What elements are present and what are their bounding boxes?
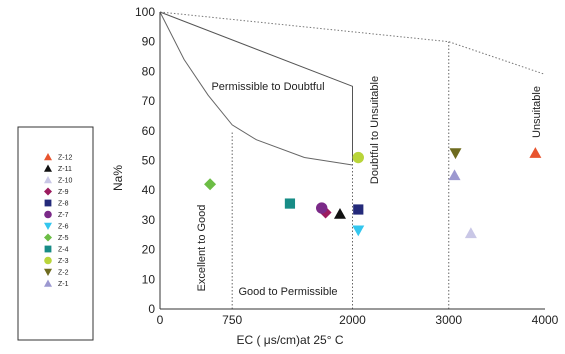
legend-label-z-9: Z-9 [58,189,69,196]
data-points [204,147,542,239]
y-tick-label: 20 [142,243,156,257]
y-tick-label: 80 [142,64,156,78]
legend-marker-z-5 [44,233,52,242]
region-label-permissible: Permissible to Doubtful [211,81,324,93]
legend-marker-z-9 [44,187,52,196]
legend-label-z-5: Z-5 [58,235,69,242]
legend-label-z-3: Z-3 [58,258,69,265]
legend-label-z-1: Z-1 [58,281,69,288]
point-z-11 [333,207,346,219]
legend-marker-z-7 [44,210,52,219]
legend-marker-z-10 [44,176,52,184]
region-label-unsuitable: Unsuitable [531,86,543,138]
legend-marker-z-1 [44,279,52,287]
point-z-2 [449,148,462,160]
legend-box [17,126,94,341]
x-tick-label: 4000 [532,313,559,327]
point-z-10 [464,227,477,239]
y-tick-label: 90 [142,35,156,49]
legend-label-z-8: Z-8 [58,201,69,208]
region-label-excellent: Excellent to Good [196,205,208,292]
point-z-8 [353,204,364,215]
legend-marker-z-2 [44,268,52,276]
point-z-1 [448,169,461,181]
legend-label-z-10: Z-10 [58,178,73,185]
y-tick-label: 40 [142,183,156,197]
legend-marker-z-6 [44,222,52,230]
legend-label-z-2: Z-2 [58,270,69,277]
y-tick-label: 0 [148,302,155,316]
x-axis-title: EC ( μs/cm)at 25° C [236,333,343,347]
y-tick-label: 10 [142,272,156,286]
legend-marker-z-11 [44,164,52,172]
y-tick-label: 60 [142,124,156,138]
legend-marker-z-4 [44,245,52,253]
point-z-3 [352,151,364,164]
x-tick-label: 3000 [435,313,462,327]
x-tick-label: 0 [157,313,164,327]
plot-area [159,11,546,309]
region-label-good: Good to Permissible [238,286,337,298]
region-label-doubtful: Doubtful to Unsuitable [369,76,381,184]
boundary-upper-line [159,11,353,161]
y-tick-label: 70 [142,94,156,108]
point-z-6 [352,225,365,237]
legend-marker-z-8 [44,199,52,207]
axes [159,12,545,310]
x-tick-label: 2000 [339,313,366,327]
point-z-7 [316,202,328,214]
legend-marker-z-3 [44,256,52,265]
x-tick-label: 750 [222,313,242,327]
legend-marker-z-12 [44,153,52,161]
y-tick-label: 30 [142,213,156,227]
tick-labels: 0 10 20 30 40 50 60 70 80 90 100 0 750 2000 3000 4000 [135,5,559,327]
legend-label-z-7: Z-7 [58,212,69,219]
legend: Z-12 Z-11 Z-10 Z-9 Z-8 Z-7 Z-6 Z-5 Z-4 Z-3 Z-2 Z-1 [17,126,94,341]
boundary-lower-curve [159,11,353,166]
point-z-4 [284,198,296,209]
legend-label-z-4: Z-4 [58,247,69,254]
legend-label-z-6: Z-6 [58,224,69,231]
region-labels: Excellent to Good Good to Permissible Perm… [196,76,543,298]
y-tick-label: 100 [135,5,155,19]
y-tick-label: 50 [142,154,156,168]
legend-label-z-12: Z-12 [58,155,73,162]
point-z-5 [204,178,217,191]
legend-label-z-11: Z-11 [58,166,72,173]
point-z-12 [529,147,542,158]
boundary-dotted-top [159,11,546,75]
y-axis-title: Na% [111,165,125,191]
